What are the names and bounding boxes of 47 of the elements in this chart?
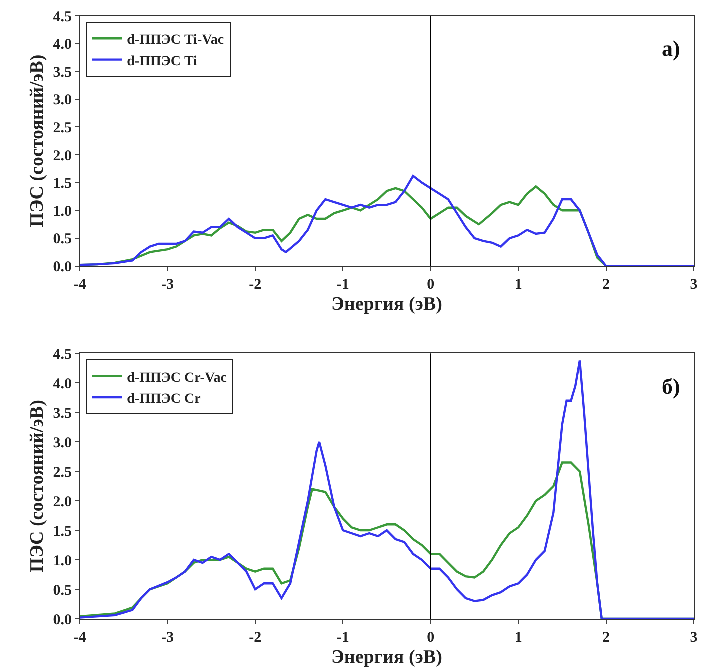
y-tick-label: 2.0 bbox=[53, 148, 72, 164]
y-axis-title: ПЭС (состояний/эВ) bbox=[27, 54, 48, 228]
x-tick-label: 2 bbox=[602, 277, 610, 294]
x-tick-label: -1 bbox=[336, 277, 350, 294]
y-tick-label: 0.5 bbox=[53, 232, 72, 248]
y-tick-label: 3.0 bbox=[53, 435, 72, 452]
y-tick-label: 1.5 bbox=[53, 524, 72, 540]
x-axis-title: Энергия (эВ) bbox=[332, 294, 442, 316]
y-tick-label: 1.5 bbox=[53, 176, 72, 192]
annotation: б) bbox=[662, 374, 680, 399]
y-tick-label: 4.5 bbox=[53, 346, 72, 363]
x-tick-label: -2 bbox=[249, 277, 262, 294]
line-series bbox=[80, 360, 694, 619]
x-tick-label: 0 bbox=[427, 277, 435, 294]
x-tick-label: -4 bbox=[74, 630, 87, 646]
y-tick-label: 3.5 bbox=[53, 64, 72, 81]
y-tick-label: 0.0 bbox=[53, 612, 72, 628]
x-tick-label: -2 bbox=[249, 630, 262, 646]
x-tick-label: 3 bbox=[690, 277, 698, 294]
x-tick-label: -3 bbox=[161, 277, 174, 294]
annotation: a) bbox=[662, 36, 680, 61]
x-tick-label: 2 bbox=[602, 630, 610, 646]
y-tick-label: 4.5 bbox=[53, 9, 72, 26]
legend-label: d-ППЭС Cr-Vac bbox=[127, 370, 227, 386]
y-tick-label: 3.0 bbox=[53, 92, 72, 109]
y-tick-label: 0.0 bbox=[53, 260, 72, 276]
x-tick-label: 0 bbox=[427, 630, 435, 646]
y-tick-label: 4.0 bbox=[53, 376, 72, 392]
y-axis-title: ПЭС (состояний/эВ) bbox=[27, 400, 48, 573]
y-tick-label: 4.0 bbox=[53, 37, 72, 54]
y-tick-label: 2.5 bbox=[53, 464, 72, 481]
legend-label: d-ППЭС Ti bbox=[127, 54, 198, 70]
x-tick-label: -4 bbox=[74, 277, 87, 294]
x-tick-label: 3 bbox=[690, 630, 698, 646]
y-tick-label: 2.5 bbox=[53, 120, 72, 136]
x-tick-label: -1 bbox=[336, 630, 350, 646]
y-tick-label: 2.0 bbox=[53, 494, 72, 510]
y-tick-label: 1.0 bbox=[53, 204, 72, 220]
x-tick-label: 1 bbox=[514, 277, 522, 294]
x-tick-label: 1 bbox=[514, 630, 522, 646]
y-tick-label: 0.5 bbox=[53, 582, 72, 599]
y-tick-label: 3.5 bbox=[53, 406, 72, 422]
y-tick-label: 1.0 bbox=[53, 553, 72, 570]
x-axis-title: Энергия (эВ) bbox=[332, 646, 442, 668]
legend-label: d-ППЭС Cr bbox=[127, 392, 201, 407]
x-tick-label: -3 bbox=[161, 630, 174, 646]
legend-label: d-ППЭС Ti-Vac bbox=[127, 33, 224, 48]
